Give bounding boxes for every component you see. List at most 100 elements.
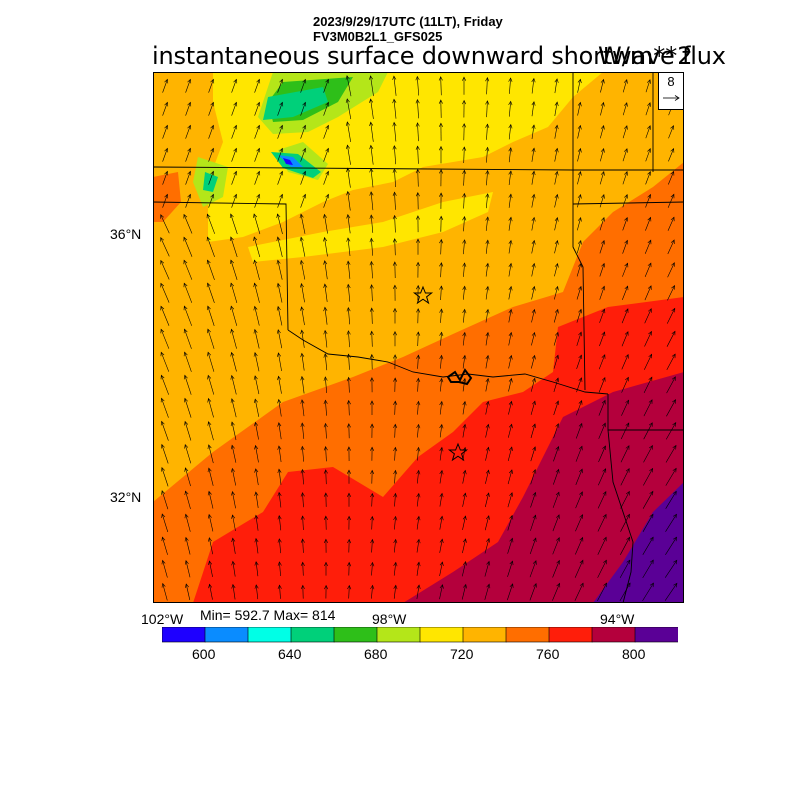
wind-vector — [644, 354, 652, 370]
wind-vector — [301, 306, 305, 326]
wind-vector-head — [625, 376, 629, 382]
wind-vector — [463, 286, 465, 300]
wind-vector-head — [673, 536, 677, 542]
wind-vector-head — [416, 261, 421, 267]
wind-vector — [183, 237, 193, 257]
wind-vector-head — [485, 123, 490, 129]
wind-vector-head — [578, 422, 583, 428]
wind-vector-head — [323, 283, 328, 288]
wind-vector-head — [160, 351, 165, 357]
wind-vector-head — [253, 305, 258, 311]
wind-vector — [552, 514, 560, 532]
wind-vector — [208, 148, 214, 162]
wind-vector-head — [392, 168, 397, 173]
wind-vector-head — [438, 122, 443, 128]
wind-vector — [161, 375, 169, 395]
wind-vector-head — [369, 307, 374, 312]
wind-vector-head — [277, 422, 282, 427]
wind-vector — [576, 377, 582, 393]
wind-vector-head — [277, 538, 282, 543]
wind-vector-head — [532, 400, 536, 406]
shaded-field-720b — [248, 192, 493, 262]
wind-vector — [209, 537, 213, 555]
wind-vector-head — [256, 170, 261, 176]
wind-vector-head — [346, 237, 351, 242]
wind-vector — [417, 447, 419, 461]
wind-vector-head — [416, 238, 420, 243]
wind-vector — [300, 125, 306, 139]
wind-vector — [529, 537, 537, 555]
wind-vector — [323, 148, 329, 162]
wind-vector-head — [346, 353, 351, 359]
wind-vector-head — [370, 492, 375, 498]
wind-vector — [160, 306, 170, 326]
wind-vector-head — [207, 374, 212, 380]
wind-vector — [575, 537, 583, 555]
wind-vector-head — [302, 193, 307, 199]
wind-vector-head — [187, 147, 192, 153]
wind-vector — [209, 561, 213, 577]
wind-vector — [417, 76, 419, 96]
wind-vector — [554, 286, 558, 300]
lat-label-36: 36°N — [110, 226, 142, 242]
wind-vector-head — [647, 216, 652, 222]
wind-vector-head — [323, 445, 328, 451]
wind-vector-head — [416, 446, 421, 452]
wind-vector-head — [183, 236, 188, 242]
wind-vector-head — [164, 147, 169, 153]
wind-vector — [576, 332, 582, 346]
wind-vector-head — [554, 240, 559, 245]
border-ok-tx-panhandle — [153, 201, 289, 331]
wind-vector-head — [183, 305, 188, 311]
wind-vector — [667, 194, 675, 208]
colorbar-label-720: 720 — [450, 646, 474, 662]
wind-vector-head — [277, 352, 281, 357]
wind-vector — [486, 193, 488, 209]
wind-vector-head — [439, 215, 444, 221]
wind-vector-head — [279, 193, 284, 199]
wind-vector-head — [323, 515, 328, 521]
wind-vector-head — [253, 259, 258, 265]
wind-vector — [417, 99, 419, 119]
wind-vector-head — [206, 213, 211, 219]
wind-vector — [185, 583, 191, 601]
wind-vector — [507, 538, 513, 554]
wind-vector — [254, 399, 260, 417]
wind-vector — [277, 125, 283, 139]
wind-vector-head — [508, 446, 513, 452]
wind-vector — [664, 583, 678, 601]
wind-vector — [371, 308, 373, 324]
wind-vector-head — [554, 193, 559, 199]
wind-vector-head — [393, 331, 398, 336]
wind-vector — [462, 332, 466, 346]
wind-vector — [347, 168, 351, 188]
model-label: FV3M0B2L1_GFS025 — [313, 29, 443, 44]
wind-vector — [531, 78, 535, 94]
wind-vector-head — [279, 124, 284, 130]
wind-vector — [666, 353, 676, 371]
wind-vector — [185, 125, 191, 139]
wind-vector — [207, 214, 215, 234]
wind-vector-head — [392, 284, 397, 290]
wind-vector-head — [415, 168, 420, 174]
wind-vector — [440, 76, 442, 96]
wind-vector-head — [600, 194, 605, 199]
wind-vector — [370, 168, 374, 188]
wind-vector — [440, 262, 442, 278]
wind-vector — [253, 213, 261, 235]
wind-vector-head — [439, 584, 444, 589]
wind-vector-head — [277, 561, 282, 566]
wind-vector-head — [208, 560, 213, 566]
wind-vector-head — [485, 77, 490, 82]
wind-vector — [346, 98, 352, 120]
wind-vector-head — [649, 582, 654, 588]
wind-vector — [620, 537, 630, 555]
wind-vector-head — [345, 75, 350, 80]
wind-vector-head — [555, 468, 560, 474]
wind-vector — [325, 376, 327, 394]
wind-vector-head — [672, 421, 677, 427]
wind-vector — [348, 585, 350, 599]
wind-vector — [485, 447, 489, 461]
wind-vector-head — [256, 101, 261, 107]
wind-vector-head — [229, 213, 234, 219]
